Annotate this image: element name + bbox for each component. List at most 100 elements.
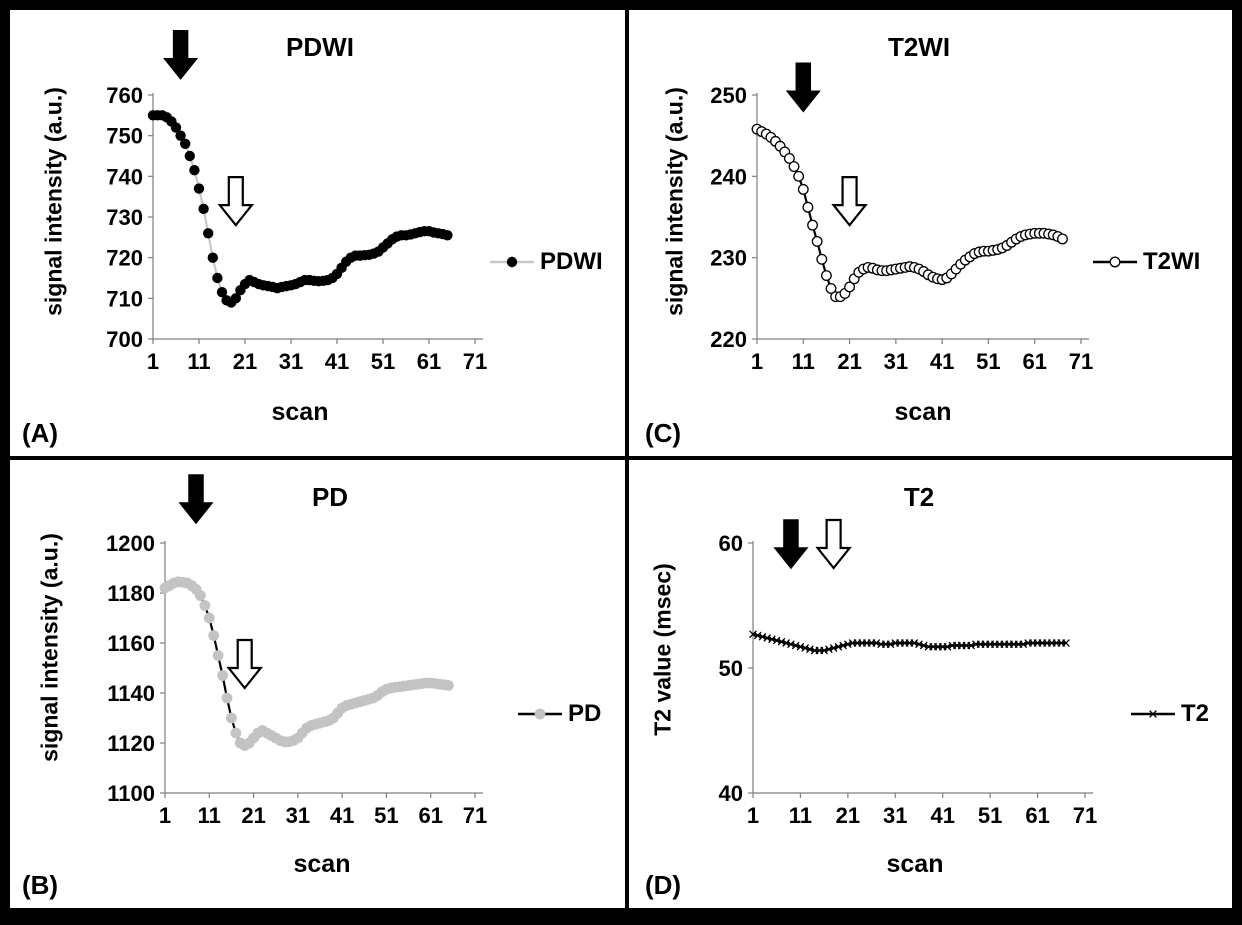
- y-tick-label: 250: [710, 83, 747, 108]
- y-axis-label: signal intensity (a.u.): [40, 87, 67, 316]
- x-tick-label: 71: [1069, 349, 1093, 374]
- data-point: [207, 252, 218, 263]
- chart-title: PD: [311, 482, 349, 512]
- x-tick-label: 41: [325, 349, 349, 374]
- hollow-arrow: [226, 638, 264, 690]
- y-tick-label: 730: [106, 205, 143, 230]
- y-tick-label: 1160: [107, 631, 155, 656]
- y-tick-label: 60: [719, 531, 743, 556]
- legend-label: PD: [568, 700, 602, 727]
- data-point-b: [872, 639, 881, 647]
- legend-swatch: [490, 256, 534, 268]
- x-tick-label: 51: [374, 803, 398, 828]
- data-point: [170, 122, 182, 133]
- x-tick-label: 31: [286, 803, 310, 828]
- x-tick-label: 11: [198, 803, 221, 828]
- data-point: [787, 640, 795, 649]
- legend-swatch: [1131, 710, 1175, 718]
- x-tick-label: 41: [330, 803, 354, 828]
- x-tick-label: 1: [159, 803, 171, 828]
- panel-label: (C): [645, 418, 682, 448]
- data-point: [791, 641, 800, 650]
- data-point: [443, 680, 454, 691]
- data-point: [758, 632, 767, 641]
- data-point-b: [843, 640, 852, 649]
- data-point: [967, 641, 976, 650]
- data-point-b: [772, 636, 781, 645]
- legend: T2: [1129, 700, 1209, 728]
- data-point: [796, 642, 805, 651]
- data-point: [788, 161, 800, 173]
- data-point: [797, 183, 809, 195]
- legend-marker: [1149, 710, 1157, 718]
- data-point: [843, 640, 852, 649]
- data-point: [184, 150, 195, 162]
- data-point: [910, 639, 919, 647]
- x-tick-label: 61: [1022, 349, 1046, 374]
- data-point: [839, 641, 847, 650]
- y-tick-label: 740: [106, 164, 143, 189]
- x-axis-label: scan: [271, 398, 329, 426]
- data-point: [844, 281, 856, 293]
- data-point: [193, 183, 205, 194]
- data-point-b: [758, 632, 767, 641]
- data-point: [442, 230, 453, 241]
- y-axis-label: signal intensity (a.u.): [661, 87, 688, 316]
- data-point-b: [753, 631, 762, 640]
- data-point: [820, 646, 829, 655]
- legend-swatch: [518, 708, 562, 720]
- hollow-arrow: [217, 176, 255, 227]
- legend-marker: [506, 256, 518, 268]
- chart-title: PDWI: [286, 32, 354, 62]
- data-point: [208, 630, 220, 641]
- data-point: [834, 642, 843, 651]
- data-point: [768, 635, 776, 644]
- data-point: [801, 644, 810, 652]
- legend-label: T2WI: [1143, 248, 1201, 275]
- x-tick-label: 71: [463, 349, 487, 374]
- data-point: [802, 201, 814, 213]
- data-point: [825, 645, 833, 654]
- data-point-b: [777, 637, 786, 646]
- y-tick-label: 700: [106, 327, 143, 352]
- data-point-b: [787, 640, 795, 649]
- chart-title: T2WI: [887, 32, 951, 62]
- data-point-b: [782, 639, 791, 647]
- data-point: [1057, 233, 1068, 245]
- data-point: [919, 641, 928, 650]
- x-tick-label: 1: [751, 349, 763, 374]
- data-point: [753, 631, 762, 640]
- data-point: [175, 130, 186, 141]
- data-point-b: [791, 641, 800, 650]
- x-tick-label: 1: [147, 349, 159, 374]
- filled-arrow: [163, 29, 199, 80]
- panel-b: PD 1100 1120 1140 1160 1180 1200 1 11 21 31 41 51 61…: [10, 460, 625, 908]
- y-tick-label: 1100: [107, 781, 155, 806]
- data-point-b: [796, 642, 805, 651]
- data-point: [212, 650, 224, 661]
- legend-label: PDWI: [540, 248, 603, 275]
- y-tick-label: 40: [719, 781, 743, 806]
- series-line: [153, 114, 448, 304]
- x-tick-label: 11: [792, 349, 815, 374]
- x-axis-label: scan: [293, 850, 351, 878]
- data-point: [212, 272, 223, 284]
- panel-c: T2WI 220 230 240 250 1 11 21 31 41 51 61 71 signal …: [629, 10, 1232, 456]
- filled-arrow: [773, 519, 809, 570]
- hollow-arrow: [815, 518, 852, 570]
- legend: PDWI: [488, 248, 603, 276]
- data-point: [820, 270, 832, 282]
- data-point-b: [749, 630, 757, 639]
- data-point: [829, 644, 838, 652]
- data-point: [198, 203, 209, 215]
- data-point-b: [825, 645, 833, 654]
- data-point-b: [801, 644, 810, 652]
- x-tick-label: 1: [747, 803, 759, 828]
- x-tick-label: 61: [1025, 803, 1049, 828]
- data-point: [189, 165, 200, 176]
- panel-d: T2 40 50 60 1 11 21 31 41 51 61 71 T2 value (msec)…: [629, 460, 1232, 908]
- data-point-b: [1019, 640, 1028, 649]
- data-point-b: [768, 635, 776, 644]
- y-tick-label: 760: [106, 83, 143, 108]
